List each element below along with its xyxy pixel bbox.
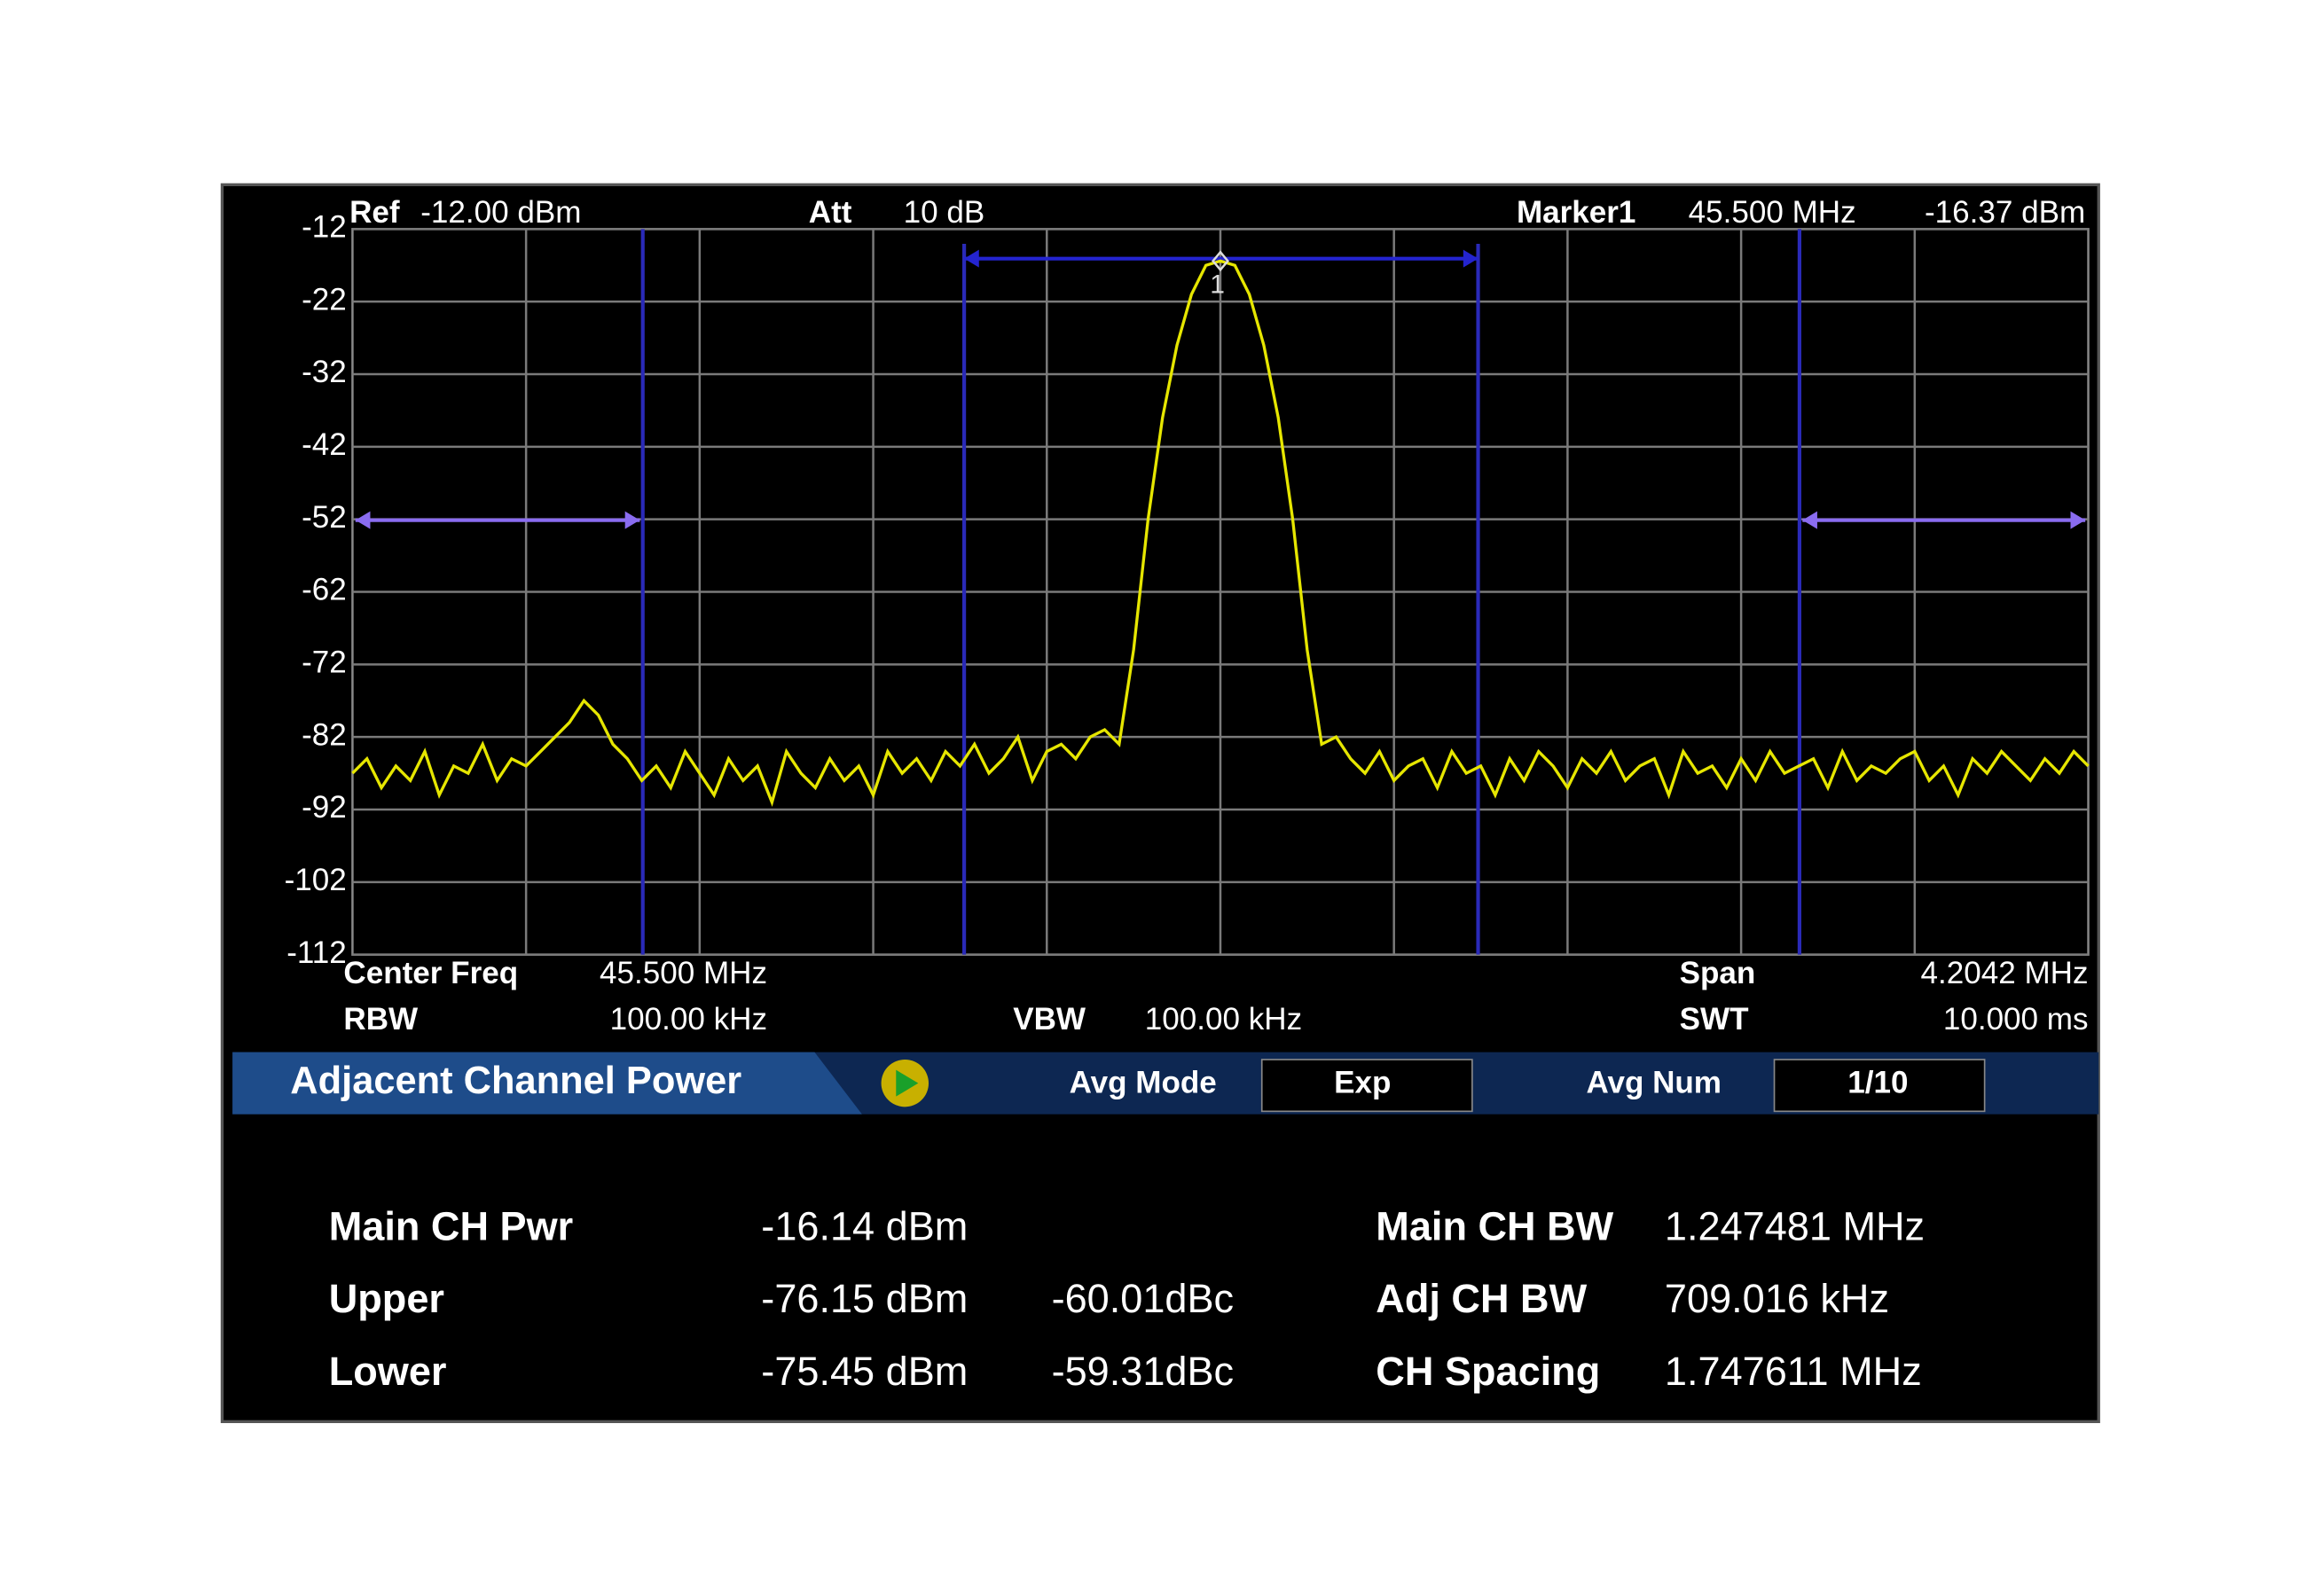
avg-num-label: Avg Num [1586,1066,1722,1100]
instrument-display [220,183,2100,1423]
arrow-head [355,511,371,529]
avg-mode-box[interactable] [1260,1059,1473,1113]
att-value: 10 dB [904,195,985,230]
avg-num: 1/10 [1847,1066,1908,1100]
y-tick-label: -22 [302,282,347,317]
avg-num-box[interactable] [1773,1059,1986,1113]
trace [351,259,2090,807]
result-param: CH Spacing [1376,1349,1600,1394]
arrow-head [2070,511,2086,529]
arrow-head [1802,511,1817,529]
result-label: Lower [329,1349,447,1394]
result-relative: -60.01dBc [1052,1276,1234,1321]
results-table: Main CH Pwr -16.14 dBm Main CH BW 1.247481 … [329,1204,1925,1394]
avg-mode-label: Avg Mode [1070,1066,1217,1100]
avg-mode: Exp [1334,1066,1391,1100]
result-param: Main CH BW [1376,1204,1613,1249]
arrow-head [964,249,979,268]
channel-lines [355,229,2086,955]
span-label: Span [1680,956,1756,990]
result-param: Adj CH BW [1376,1276,1587,1321]
center-freq-label: Center Freq [343,956,518,990]
swt-label: SWT [1680,1002,1749,1037]
result-param-value: 709.016 kHz [1665,1276,1889,1321]
y-tick-label: -42 [302,427,347,462]
ref-label: Ref [349,195,400,230]
rbw: 100.00 kHz [610,1002,767,1037]
marker-label: Marker1 [1517,195,1635,230]
y-tick-label: -12 [302,210,347,245]
ref-value: -12.00 dBm [420,195,581,230]
y-tick-label: -32 [302,355,347,389]
result-label: Upper [329,1276,444,1321]
result-power: -16.14 dBm [761,1204,968,1249]
panel-title-tab [232,1052,862,1115]
marker-number: 1 [1210,270,1225,300]
y-tick-label: -92 [302,790,347,825]
span: 4.2042 MHz [1921,956,2089,990]
att-label: Att [809,195,852,230]
result-relative: -59.31dBc [1052,1349,1234,1394]
panel-title: Adjacent Channel Power [290,1060,741,1102]
marker [1211,250,1229,272]
play-icon [896,1069,919,1097]
vbw: 100.00 kHz [1145,1002,1302,1037]
y-tick-label: -72 [302,645,347,680]
vbw-label: VBW [1013,1002,1086,1037]
result-power: -75.45 dBm [761,1349,968,1394]
result-power: -76.15 dBm [761,1276,968,1321]
y-tick-label: -102 [285,863,347,897]
result-param-value: 1.247481 MHz [1665,1204,1925,1249]
arrow-head [1463,249,1479,268]
marker-freq: 45.500 MHz [1689,195,1856,230]
marker-level: -16.37 dBm [1925,195,2085,230]
arrow-head [624,511,640,529]
y-tick-label: -62 [302,573,347,607]
arrow-heads [355,249,2086,529]
swt: 10.000 ms [1943,1002,2089,1037]
center-freq: 45.500 MHz [600,956,767,990]
y-tick-label: -82 [302,717,347,752]
rbw-label: RBW [343,1002,419,1037]
result-label: Main CH Pwr [329,1204,573,1249]
y-tick-label: -52 [302,500,347,535]
result-param-value: 1.747611 MHz [1665,1349,1922,1394]
y-tick-label: -112 [286,935,347,970]
plot: -12 -22 -32 -42 -52 -62 -72 -82 -92 -102 -112 1 [285,210,2090,970]
